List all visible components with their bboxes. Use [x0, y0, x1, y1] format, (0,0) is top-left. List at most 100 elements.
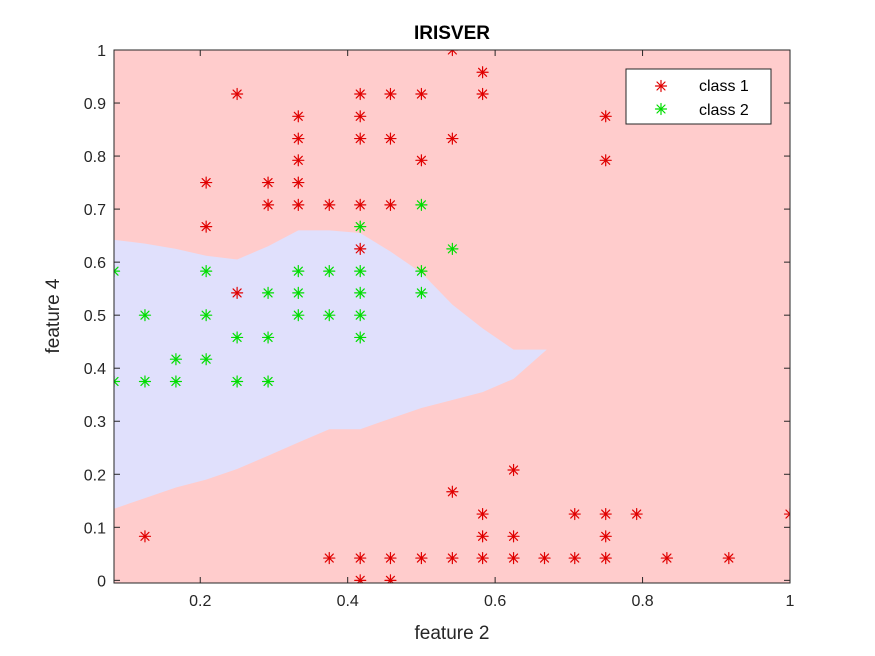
data-point-class-1	[476, 66, 489, 79]
legend-marker-icon-class-2	[654, 102, 668, 116]
data-point-class-2	[261, 286, 275, 299]
data-point-class-1	[599, 551, 612, 565]
data-point-class-2	[114, 375, 121, 388]
data-point-class-2	[261, 331, 275, 344]
legend-box	[625, 68, 772, 125]
data-point-class-1	[507, 530, 520, 543]
data-point-class-1	[415, 154, 428, 167]
x-tick-label: 0.4	[337, 593, 359, 610]
data-point-class-1	[476, 507, 489, 521]
x-tick-label: 0.2	[189, 593, 211, 610]
data-point-class-1	[415, 551, 428, 565]
data-point-class-2	[261, 375, 275, 388]
data-point-class-2	[231, 331, 244, 344]
data-point-class-2	[169, 375, 183, 388]
y-tick-label: 0.2	[84, 467, 106, 484]
y-tick-label: 0.6	[84, 255, 106, 272]
x-tick-label: 0.8	[631, 593, 653, 610]
data-point-class-1	[261, 198, 275, 211]
data-point-class-1	[292, 110, 305, 123]
data-point-class-1	[384, 87, 397, 101]
y-tick-label: 0.1	[84, 520, 106, 537]
data-point-class-1	[415, 87, 428, 101]
data-point-class-2	[446, 242, 459, 255]
data-points	[114, 50, 790, 583]
data-point-class-1	[476, 87, 489, 101]
data-point-class-1	[568, 551, 581, 565]
data-point-class-1	[292, 154, 305, 167]
data-point-class-2	[292, 286, 305, 299]
data-point-class-1	[261, 176, 275, 189]
data-point-class-1	[354, 110, 367, 123]
data-point-class-2	[200, 309, 213, 322]
y-tick-label: 0.8	[84, 149, 106, 166]
data-point-class-1	[446, 132, 459, 145]
legend-label-class-2: class 2	[699, 102, 749, 119]
data-point-class-1	[292, 132, 305, 145]
data-point-class-1	[538, 551, 551, 565]
data-point-class-1	[354, 132, 367, 145]
data-point-class-2	[169, 353, 183, 366]
data-point-class-1	[599, 110, 612, 123]
data-point-class-2	[354, 309, 367, 322]
data-point-class-1	[476, 530, 489, 543]
y-tick-label: 1	[97, 43, 106, 60]
y-tick-label: 0.3	[84, 414, 106, 431]
data-point-class-1	[660, 551, 673, 565]
data-point-class-1	[354, 551, 367, 565]
data-point-class-1	[568, 507, 581, 521]
data-point-class-1	[384, 132, 397, 145]
legend-marker-class-2	[654, 102, 668, 116]
data-point-class-1	[354, 242, 367, 255]
data-point-class-1	[323, 551, 336, 565]
y-tick-label: 0.9	[84, 96, 106, 113]
legend-marker-class-1	[654, 79, 668, 93]
data-point-class-1	[138, 530, 152, 543]
legend-label-class-1: class 1	[699, 78, 749, 95]
data-point-class-2	[114, 265, 121, 278]
data-point-class-1	[354, 198, 367, 211]
data-point-class-1	[599, 530, 612, 543]
data-point-class-1	[323, 198, 336, 211]
chart-title: IRISVER	[414, 23, 490, 44]
data-point-class-2	[231, 375, 244, 388]
data-point-class-1	[783, 507, 790, 521]
data-point-class-1	[599, 507, 612, 521]
data-point-class-1	[200, 176, 213, 189]
data-point-class-1	[292, 198, 305, 211]
plot-frame	[113, 49, 791, 584]
data-point-class-1	[384, 198, 397, 211]
data-point-class-1	[292, 176, 305, 189]
data-point-class-1	[354, 574, 367, 583]
data-point-class-2	[415, 198, 428, 211]
data-point-class-1	[722, 551, 735, 565]
y-axis-label: feature 4	[43, 278, 64, 353]
data-point-class-1	[507, 551, 520, 565]
y-tick-label: 0.5	[84, 308, 106, 325]
data-point-class-2	[323, 265, 336, 278]
data-point-class-2	[415, 286, 428, 299]
x-tick-label: 0.6	[484, 593, 506, 610]
y-tick-label: 0.7	[84, 202, 106, 219]
data-point-class-1	[200, 220, 213, 233]
data-point-class-2	[292, 265, 305, 278]
data-point-class-1	[231, 286, 244, 299]
class2-region	[114, 230, 547, 509]
data-point-class-2	[138, 309, 152, 322]
data-point-class-2	[354, 286, 367, 299]
y-tick-label: 0.4	[84, 361, 106, 378]
data-point-class-1	[599, 154, 612, 167]
data-point-class-2	[200, 265, 213, 278]
x-axis-label: feature 2	[415, 623, 490, 644]
data-point-class-1	[446, 485, 459, 498]
data-point-class-1	[446, 551, 459, 565]
data-point-class-2	[354, 331, 367, 344]
data-point-class-1	[384, 574, 397, 583]
data-point-class-1	[476, 551, 489, 565]
decision-regions	[114, 50, 790, 583]
data-point-class-1	[231, 87, 244, 101]
data-point-class-1	[630, 507, 643, 521]
data-point-class-2	[323, 309, 336, 322]
data-point-class-1	[354, 87, 367, 101]
